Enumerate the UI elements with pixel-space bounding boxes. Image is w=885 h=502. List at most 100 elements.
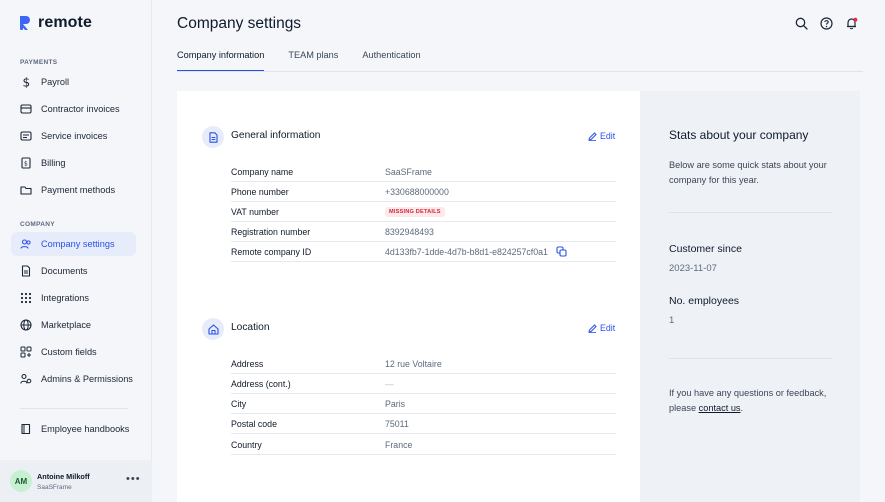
customer-since-label: Customer since xyxy=(669,243,742,255)
header-actions xyxy=(795,17,858,30)
sidebar-item-contractor-invoices[interactable]: Contractor invoices xyxy=(11,97,136,121)
footer-text: If you have any questions or feedback, p… xyxy=(669,388,827,413)
edit-label: Edit xyxy=(600,131,616,141)
company-info-card: General information Edit Company name Sa… xyxy=(177,91,640,502)
row-label: Company name xyxy=(231,166,294,177)
row-label: Postal code xyxy=(231,418,277,429)
invoice-icon xyxy=(20,103,32,115)
sidebar-item-label: Service invoices xyxy=(41,131,108,141)
grid-dots-icon xyxy=(20,292,32,304)
missing-details-badge: MISSING DETAILS xyxy=(385,206,445,217)
row-label: Country xyxy=(231,439,262,450)
info-row-phone-number: Phone number +330688000000 xyxy=(231,182,616,202)
sidebar-item-label: Marketplace xyxy=(41,320,92,330)
sidebar-item-label: Employee handbooks xyxy=(41,424,130,434)
stats-divider xyxy=(669,212,832,213)
sidebar-item-company-settings[interactable]: Company settings xyxy=(11,232,136,256)
notifications-icon[interactable] xyxy=(845,17,858,30)
edit-general-button[interactable]: Edit xyxy=(588,131,615,141)
stats-footer: If you have any questions or feedback, p… xyxy=(669,386,844,416)
tab-team-plans[interactable]: TEAM plans xyxy=(288,50,339,60)
sidebar-divider xyxy=(20,408,128,409)
tabs-divider xyxy=(177,71,863,72)
stats-description: Below are some quick stats about your co… xyxy=(669,160,827,185)
sidebar-item-employee-handbooks[interactable]: Employee handbooks xyxy=(11,417,136,441)
sidebar-item-payroll[interactable]: $ Payroll xyxy=(11,70,136,94)
document-icon xyxy=(202,126,224,148)
user-menu[interactable]: AM Antoine Milkoff SaaSFrame ••• xyxy=(0,460,152,502)
home-icon xyxy=(202,318,224,340)
dollar-icon: $ xyxy=(20,76,32,88)
stats-title: Stats about your company xyxy=(669,128,809,142)
customer-since-value: 2023-11-07 xyxy=(669,263,717,274)
location-row-country: Country France xyxy=(231,435,616,455)
tab-authentication[interactable]: Authentication xyxy=(362,50,421,60)
copy-icon[interactable] xyxy=(556,246,567,257)
user-info: Antoine Milkoff SaaSFrame xyxy=(37,472,90,491)
folder-icon xyxy=(20,184,32,196)
people-icon xyxy=(20,238,32,250)
sidebar-item-label: Custom fields xyxy=(41,347,97,357)
help-icon[interactable] xyxy=(820,17,833,30)
document-icon xyxy=(20,265,32,277)
page-title: Company settings xyxy=(177,15,302,32)
svg-text:$: $ xyxy=(24,161,28,168)
info-row-vat-number: VAT number MISSING DETAILS xyxy=(231,202,616,222)
row-value: — xyxy=(385,378,394,389)
logo[interactable]: remote xyxy=(19,14,92,32)
row-value: 75011 xyxy=(385,418,409,429)
pencil-icon xyxy=(588,323,597,333)
info-row-company-name: Company name SaaSFrame xyxy=(231,162,616,182)
sidebar-item-marketplace[interactable]: Marketplace xyxy=(11,313,136,337)
employees-value: 1 xyxy=(669,315,675,326)
row-value: +330688000000 xyxy=(385,186,449,197)
sidebar-item-label: Payroll xyxy=(41,77,70,87)
sidebar-item-label: Payment methods xyxy=(41,185,116,195)
location-row-city: City Paris xyxy=(231,394,616,414)
section-label-payments: PAYMENTS xyxy=(20,59,58,66)
sidebar-item-service-invoices[interactable]: Service invoices xyxy=(11,124,136,148)
row-label: Phone number xyxy=(231,186,289,197)
sidebar-item-integrations[interactable]: Integrations xyxy=(11,286,136,310)
user-name: Antoine Milkoff xyxy=(37,471,90,481)
sidebar-item-documents[interactable]: Documents xyxy=(11,259,136,283)
custom-fields-icon xyxy=(20,346,32,358)
edit-location-button[interactable]: Edit xyxy=(588,323,615,333)
sidebar: remote PAYMENTS $ Payroll Contractor inv… xyxy=(0,0,152,502)
sidebar-item-label: Company settings xyxy=(41,239,115,249)
row-label: Registration number xyxy=(231,226,311,237)
sidebar-item-payment-methods[interactable]: Payment methods xyxy=(11,178,136,202)
stats-divider xyxy=(669,358,832,359)
sidebar-item-custom-fields[interactable]: Custom fields xyxy=(11,340,136,364)
receipt-icon xyxy=(20,130,32,142)
sidebar-item-billing[interactable]: $ Billing xyxy=(11,151,136,175)
pencil-icon xyxy=(588,131,597,141)
location-row-address: Address 12 rue Voltaire xyxy=(231,354,616,374)
row-label: VAT number xyxy=(231,206,279,217)
remote-logo-icon xyxy=(20,16,30,30)
row-value: SaaSFrame xyxy=(385,166,432,177)
edit-label: Edit xyxy=(600,323,616,333)
billing-icon: $ xyxy=(20,157,32,169)
tab-company-information[interactable]: Company information xyxy=(177,50,265,72)
location-row-address-cont: Address (cont.) — xyxy=(231,374,616,394)
row-value: France xyxy=(385,439,413,450)
sidebar-item-admins-permissions[interactable]: Admins & Permissions xyxy=(11,367,136,391)
search-icon[interactable] xyxy=(795,17,808,30)
footer-end: . xyxy=(740,403,744,413)
row-label: Address xyxy=(231,358,264,369)
section-label-company: COMPANY xyxy=(20,221,55,228)
info-row-remote-company-id: Remote company ID 4d133fb7-1dde-4d7b-b8d… xyxy=(231,242,616,262)
row-value: MISSING DETAILS xyxy=(385,206,445,217)
row-label: Address (cont.) xyxy=(231,378,291,389)
svg-text:$: $ xyxy=(23,76,31,88)
location-title: Location xyxy=(231,322,270,333)
globe-icon xyxy=(20,319,32,331)
location-row-postal-code: Postal code 75011 xyxy=(231,414,616,434)
more-options-icon[interactable]: ••• xyxy=(126,473,141,485)
employees-label: No. employees xyxy=(669,295,740,307)
contact-us-link[interactable]: contact us xyxy=(698,403,741,413)
row-value: Paris xyxy=(385,398,406,409)
avatar: AM xyxy=(10,470,32,492)
sidebar-item-label: Contractor invoices xyxy=(41,104,120,114)
